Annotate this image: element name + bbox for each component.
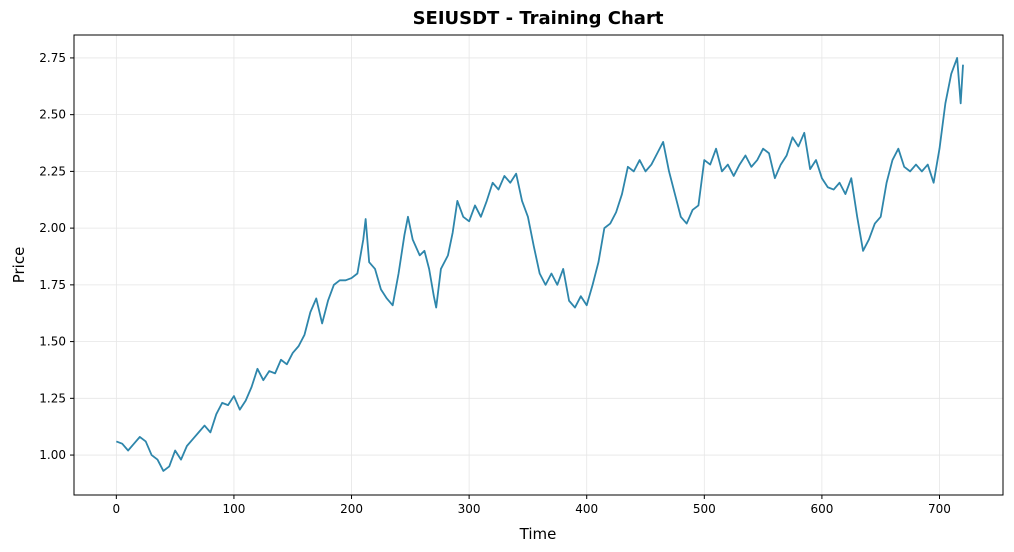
y-tick-label: 1.25 [39, 391, 66, 405]
y-tick-label: 2.50 [39, 108, 66, 122]
x-tick-label: 500 [693, 502, 716, 516]
y-tick-label: 1.50 [39, 335, 66, 349]
y-tick-label: 2.75 [39, 51, 66, 65]
x-tick-label: 400 [575, 502, 598, 516]
x-tick-label: 700 [928, 502, 951, 516]
x-axis-label: Time [519, 525, 557, 543]
chart-title: SEIUSDT - Training Chart [413, 8, 664, 29]
y-axis-label: Price [10, 247, 28, 284]
y-tick-label: 2.25 [39, 164, 66, 178]
y-tick-label: 1.00 [39, 448, 66, 462]
x-tick-label: 300 [458, 502, 481, 516]
price-line [116, 57, 964, 472]
x-tick-label: 0 [113, 502, 121, 516]
x-tick-label: 600 [810, 502, 833, 516]
plot-frame [73, 34, 1004, 496]
y-tick-label: 1.75 [39, 278, 66, 292]
x-tick-label: 200 [340, 502, 363, 516]
x-tick-label: 100 [222, 502, 245, 516]
y-tick-label: 2.00 [39, 221, 66, 235]
